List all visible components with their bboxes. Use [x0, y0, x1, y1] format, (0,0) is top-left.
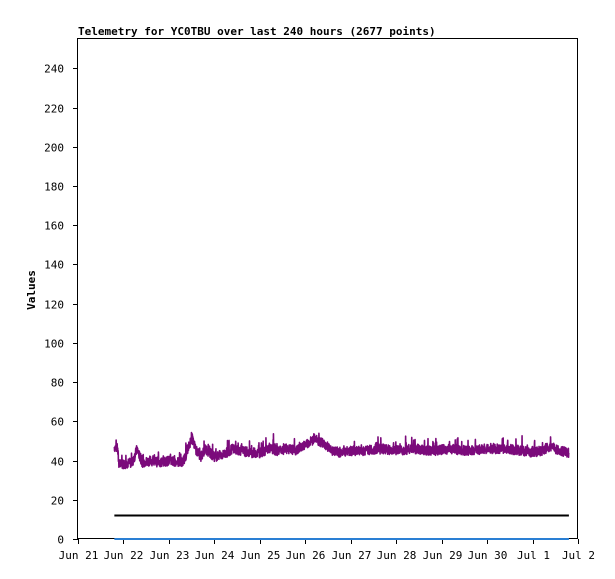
x-tick-label: Jun 26	[286, 549, 326, 562]
chart-title: Telemetry for YC0TBU over last 240 hours…	[78, 25, 436, 38]
x-tick-label: Jun 22	[104, 549, 144, 562]
y-tick-label: 0	[57, 534, 64, 547]
y-tick-label: 20	[51, 495, 64, 508]
y-tick-label: 60	[51, 416, 64, 429]
plot-frame	[77, 38, 578, 539]
y-axis-ticks: 0 20 40 60 80 100 120 140 160 180 200 220 240	[44, 63, 78, 547]
y-tick-label: 200	[44, 142, 64, 155]
y-tick-label: 180	[44, 181, 64, 194]
x-tick-label: Jul 2	[562, 549, 595, 562]
x-tick-label: Jun 25	[241, 549, 281, 562]
y-tick-label: 80	[51, 377, 64, 390]
y-tick-label: 160	[44, 220, 64, 233]
y-axis-label: Values	[25, 270, 38, 310]
y-tick-label: 240	[44, 63, 64, 76]
x-tick-label: Jun 28	[377, 549, 417, 562]
x-axis-ticks: Jun 21 Jun 22 Jun 23 Jun 24 Jun 25 Jun 26 Jun …	[59, 539, 595, 562]
x-tick-label: Jun 23	[150, 549, 190, 562]
x-tick-label: Jun 30	[468, 549, 508, 562]
y-tick-label: 140	[44, 259, 64, 272]
y-tick-label: 40	[51, 456, 64, 469]
x-tick-label: Jun 27	[332, 549, 372, 562]
series-layer	[113, 431, 570, 540]
y-tick-label: 220	[44, 103, 64, 116]
x-tick-label: Jun 29	[423, 549, 463, 562]
y-tick-label: 120	[44, 299, 64, 312]
x-tick-label: Jul 1	[517, 549, 550, 562]
y-tick-label: 100	[44, 338, 64, 351]
x-tick-label: Jun 24	[195, 549, 235, 562]
series-line-0	[113, 431, 570, 470]
x-tick-label: Jun 21	[59, 549, 99, 562]
